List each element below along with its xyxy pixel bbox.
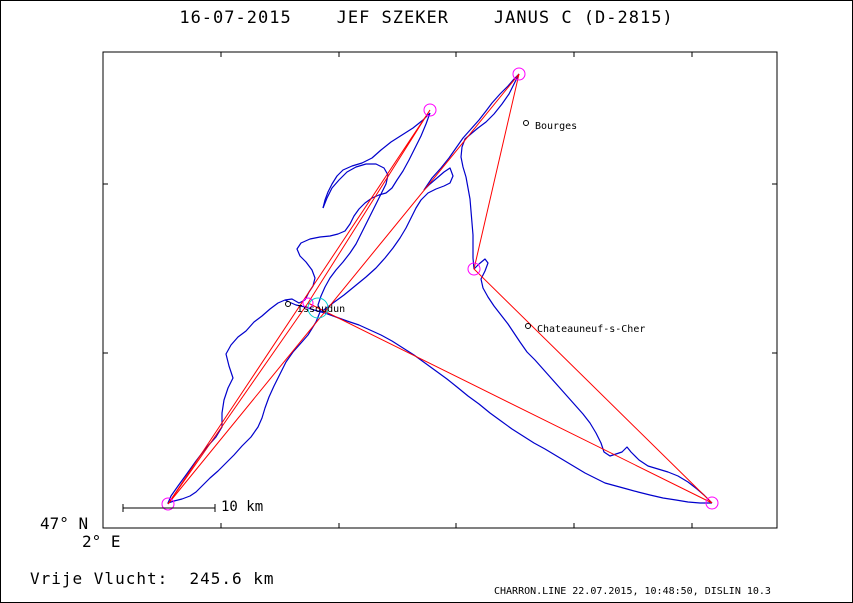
flight-title: 16-07-2015 JEF SZEKER JANUS C (D-2815) xyxy=(179,8,674,28)
turnpoints xyxy=(161,67,719,511)
city-label-chateauneuf: Chateauneuf-s-Cher xyxy=(537,324,646,335)
latitude-label: 47° N xyxy=(40,514,89,533)
map-border xyxy=(102,51,778,529)
task-lines xyxy=(167,73,713,505)
axis-ticks xyxy=(103,52,777,528)
city-label-bourges: Bourges xyxy=(535,121,578,132)
free-flight-distance: Vrije Vlucht: 245.6 km xyxy=(30,569,275,588)
scale-bar xyxy=(122,504,216,512)
start-circle xyxy=(307,297,329,319)
city-label-issoudun: Issoudun xyxy=(297,304,346,315)
longitude-label: 2° E xyxy=(82,532,121,551)
city-marker-issoudun xyxy=(285,301,291,307)
city-markers xyxy=(285,120,531,329)
scale-label: 10 km xyxy=(221,499,264,515)
city-marker-chateauneuf xyxy=(525,323,531,329)
flight-track xyxy=(167,73,713,504)
city-marker-bourges xyxy=(523,120,529,126)
footer-info: CHARRON.LINE 22.07.2015, 10:48:50, DISLI… xyxy=(494,586,771,597)
